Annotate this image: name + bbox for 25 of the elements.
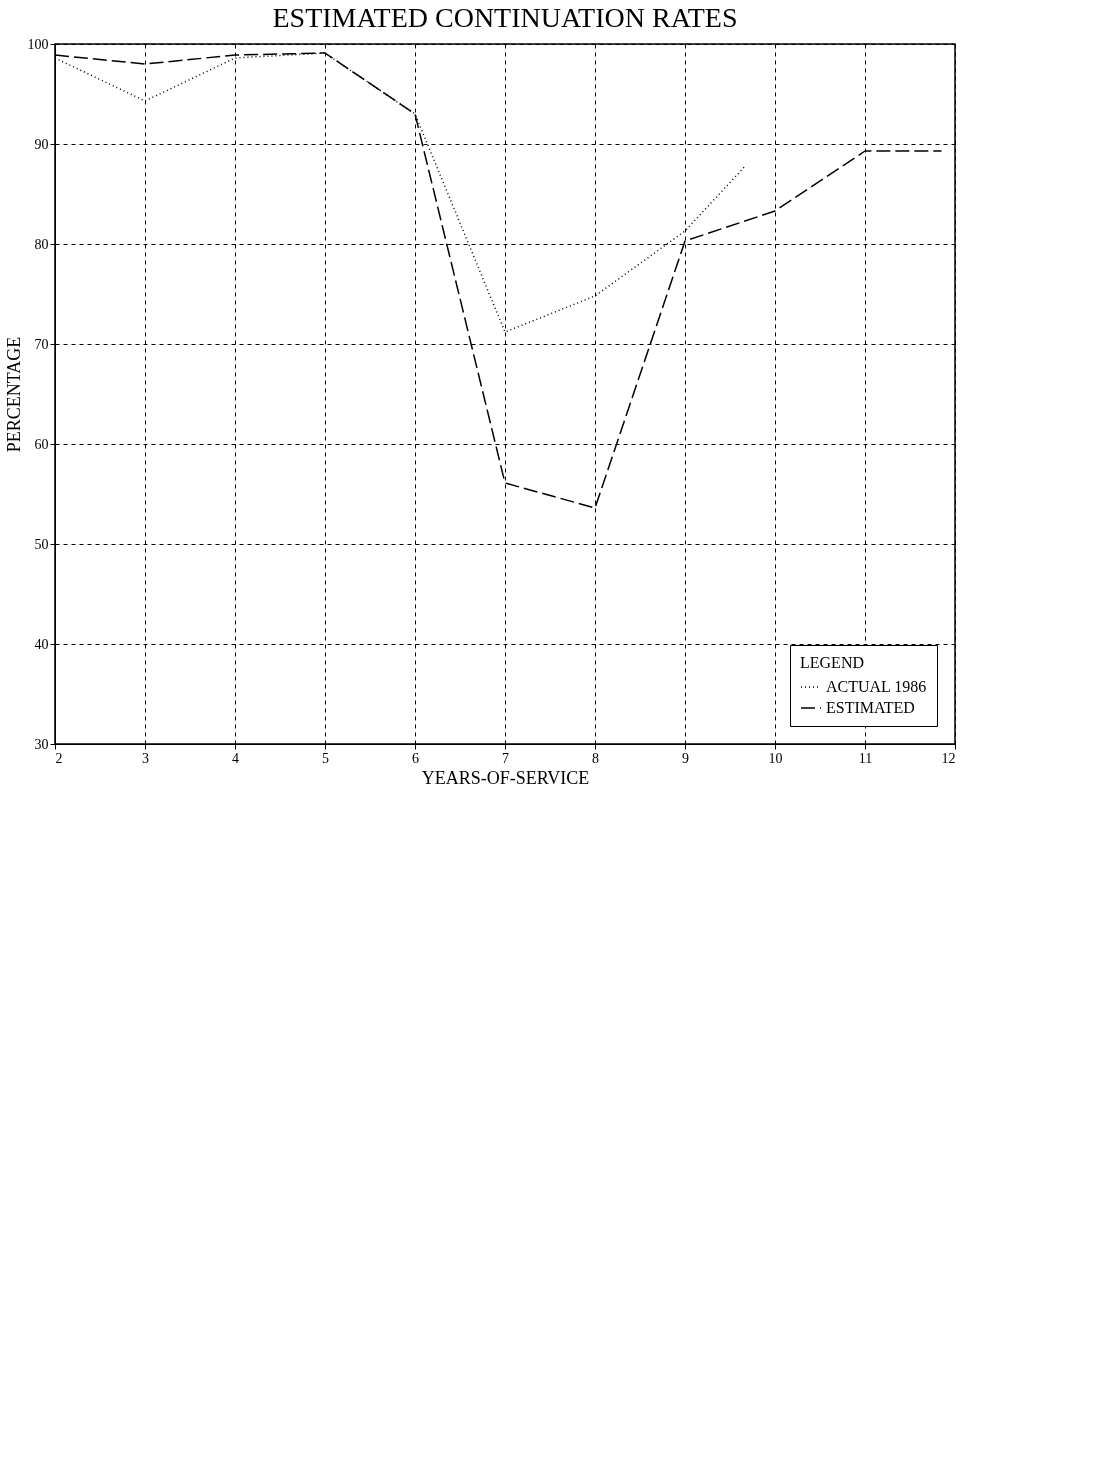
- y-tick-label: 80: [34, 236, 49, 252]
- y-tick-label: 50: [34, 536, 49, 552]
- x-tick-label: 10: [768, 750, 783, 766]
- x-tick-label: 5: [322, 750, 329, 766]
- x-axis-title: YEARS-OF-SERVICE: [421, 767, 590, 788]
- y-tick-label: 90: [34, 136, 49, 152]
- y-tick-label: 70: [34, 336, 49, 352]
- y-tick-label: 100: [27, 36, 49, 52]
- legend-label: ESTIMATED: [826, 699, 915, 716]
- x-tick-label: 3: [142, 750, 149, 766]
- x-tick-label: 6: [412, 750, 419, 766]
- x-tick-label: 9: [682, 750, 689, 766]
- x-tick-label: 8: [592, 750, 599, 766]
- y-tick-label: 30: [34, 736, 49, 752]
- chart-title: ESTIMATED CONTINUATION RATES: [272, 2, 738, 33]
- legend-label: ACTUAL 1986: [826, 678, 927, 695]
- x-tick-label: 11: [858, 750, 873, 766]
- y-tick-label: 60: [34, 436, 49, 452]
- y-tick-label: 40: [34, 636, 49, 652]
- legend-title: LEGEND: [800, 654, 864, 671]
- y-axis-title: PERCENTAGE: [3, 336, 24, 453]
- x-tick-label: 12: [941, 750, 956, 766]
- x-tick-label: 4: [232, 750, 239, 766]
- x-tick-label: 7: [502, 750, 509, 766]
- x-tick-label: 2: [55, 750, 63, 766]
